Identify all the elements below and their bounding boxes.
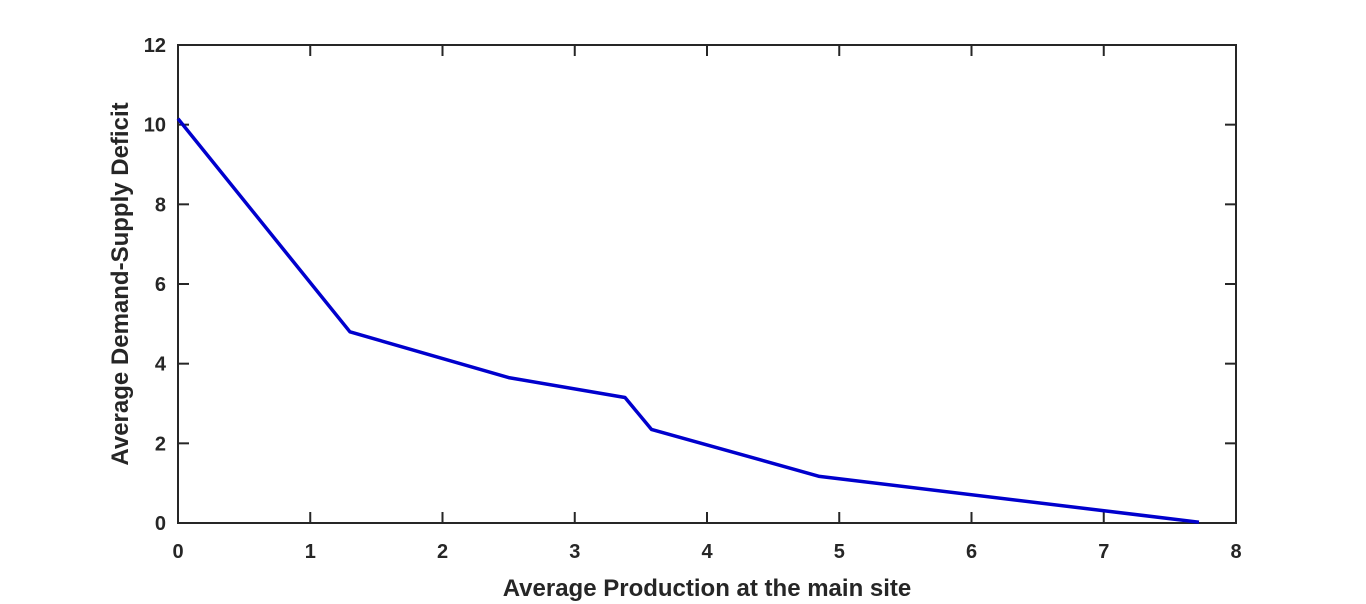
x-tick-label: 1 (305, 541, 316, 563)
x-tick-label: 7 (1098, 541, 1109, 563)
y-tick-label: 0 (155, 513, 166, 535)
series-group (176, 117, 1200, 524)
series-line-1 (176, 117, 1200, 524)
x-tick-label: 2 (437, 541, 448, 563)
x-tick-label: 4 (701, 541, 713, 563)
y-tick-label: 8 (155, 194, 166, 216)
y-tick-label: 10 (144, 115, 166, 137)
y-axis-ticks: 0 2 4 6 8 10 12 (144, 35, 1236, 535)
x-axis-label: Average Production at the main site (503, 575, 912, 602)
x-tick-label: 8 (1230, 541, 1241, 563)
x-tick-label: 0 (172, 541, 183, 563)
x-tick-label: 5 (834, 541, 845, 563)
y-tick-label: 4 (155, 354, 167, 376)
plot-area (177, 44, 1237, 524)
y-tick-label: 2 (155, 433, 166, 455)
y-tick-label: 12 (144, 35, 166, 57)
x-tick-label: 3 (569, 541, 580, 563)
y-axis-label: Average Demand-Supply Deficit (107, 102, 134, 465)
x-tick-label: 6 (966, 541, 977, 563)
x-axis-ticks: 0 1 2 3 4 5 6 7 8 (172, 45, 1242, 563)
y-tick-label: 6 (155, 274, 166, 296)
